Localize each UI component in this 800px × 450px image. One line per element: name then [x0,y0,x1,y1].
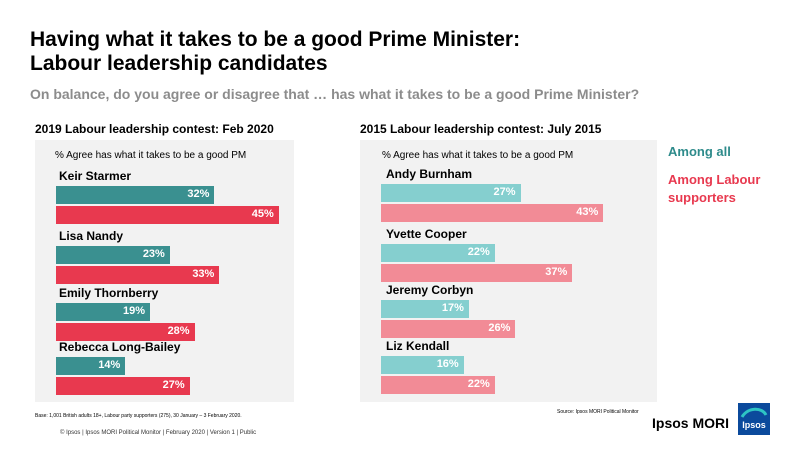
page-subtitle: On balance, do you agree or disagree tha… [30,86,640,102]
right-panel-subtitle: % Agree has what it takes to be a good P… [382,150,574,161]
title-line-1: Having what it takes to be a good Prime … [30,28,521,51]
right-bar-andy-burnham-labour: 43% [381,204,604,222]
left-bar-label-lisa-nandy-labour: 33% [192,268,215,280]
logo-text: Ipsos [742,420,766,430]
left-bar-emily-thornberry-labour: 28% [56,323,195,341]
left-panel-title: 2019 Labour leadership contest: Feb 2020 [35,122,274,136]
legend-among-all: Among all [668,144,731,159]
right-bar-label-jeremy-corbyn-labour: 26% [488,322,511,334]
right-candidate-andy-burnham: Andy Burnham [386,167,473,181]
left-candidate-keir-starmer: Keir Starmer [59,169,132,183]
left-bar-label-rebecca-long-bailey-labour: 27% [162,379,185,391]
left-bar-rebecca-long-bailey-all: 14% [56,357,126,375]
left-bar-label-keir-starmer-labour: 45% [251,208,274,220]
left-candidate-lisa-nandy: Lisa Nandy [59,229,124,243]
left-panel-subtitle: % Agree has what it takes to be a good P… [55,150,247,161]
left-bar-rebecca-long-bailey-labour: 27% [56,377,190,395]
left-bar-label-emily-thornberry-all: 19% [123,305,146,317]
right-bar-label-yvette-cooper-labour: 37% [545,266,568,278]
left-bar-label-emily-thornberry-labour: 28% [167,325,190,337]
right-candidate-yvette-cooper: Yvette Cooper [386,227,467,241]
right-candidate-jeremy-corbyn: Jeremy Corbyn [386,283,474,297]
right-bar-label-liz-kendall-labour: 22% [467,378,490,390]
left-bar-keir-starmer-all: 32% [56,186,215,204]
left-bar-label-rebecca-long-bailey-all: 14% [98,359,121,371]
right-panel-title: 2015 Labour leadership contest: July 201… [360,122,602,136]
left-chart-panel: % Agree has what it takes to be a good P… [35,140,294,402]
right-bar-label-yvette-cooper-all: 22% [467,246,490,258]
right-candidate-liz-kendall: Liz Kendall [386,339,450,353]
left-bar-keir-starmer-labour: 45% [56,206,279,224]
left-bar-lisa-nandy-all: 23% [56,246,170,264]
left-candidate-emily-thornberry: Emily Thornberry [59,286,159,300]
title-line-2: Labour leadership candidates [30,52,328,75]
right-bar-liz-kendall-labour: 22% [381,376,495,394]
legend-among-labour: Among Labour supporters [668,172,761,205]
right-bar-jeremy-corbyn-all: 17% [381,300,469,318]
copyright-line: © Ipsos | Ipsos MORI Political Monitor |… [60,430,257,436]
left-bar-label-keir-starmer-all: 32% [187,188,210,200]
right-bar-yvette-cooper-all: 22% [381,244,495,262]
source-footnote: Source: Ipsos MORI Political Monitor [557,409,639,415]
right-chart-panel: % Agree has what it takes to be a good P… [360,140,657,402]
right-bar-label-andy-burnham-all: 27% [493,186,516,198]
ipsos-logo: Ipsos [738,403,770,435]
right-bar-yvette-cooper-labour: 37% [381,264,573,282]
left-bar-lisa-nandy-labour: 33% [56,266,220,284]
page-title: Having what it takes to be a good Prime … [30,28,520,76]
right-bar-label-jeremy-corbyn-all: 17% [441,302,464,314]
left-bar-emily-thornberry-all: 19% [56,303,151,321]
right-bar-label-liz-kendall-all: 16% [436,358,459,370]
right-bar-andy-burnham-all: 27% [381,184,521,202]
base-footnote: Base: 1,001 British adults 18+, Labour p… [35,413,242,419]
brand-name: Ipsos MORI [652,415,730,431]
right-bar-liz-kendall-all: 16% [381,356,464,374]
right-bar-jeremy-corbyn-labour: 26% [381,320,516,338]
right-bar-label-andy-burnham-labour: 43% [576,206,599,218]
left-bar-label-lisa-nandy-all: 23% [142,248,165,260]
left-candidate-rebecca-long-bailey: Rebecca Long-Bailey [59,340,181,354]
